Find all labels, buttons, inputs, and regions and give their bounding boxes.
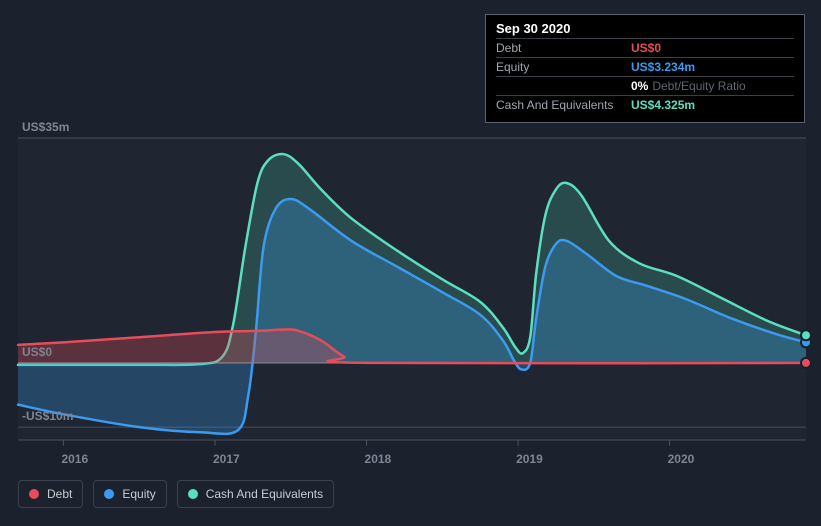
legend-item-equity[interactable]: Equity	[93, 480, 166, 508]
tooltip-row-debt: Debt US$0	[496, 38, 794, 57]
tooltip-date: Sep 30 2020	[496, 21, 794, 36]
legend-swatch-equity	[104, 489, 114, 499]
legend-label: Equity	[122, 487, 155, 501]
chart-tooltip: Sep 30 2020 Debt US$0 Equity US$3.234m 0…	[485, 14, 805, 123]
x-axis-tick-label: 2018	[365, 452, 392, 466]
x-axis-tick-label: 2016	[61, 452, 88, 466]
tooltip-row-cash: Cash And Equivalents US$4.325m	[496, 95, 794, 114]
tooltip-row-ratio: 0%Debt/Equity Ratio	[496, 76, 794, 95]
legend-label: Cash And Equivalents	[206, 487, 323, 501]
legend-item-cash[interactable]: Cash And Equivalents	[177, 480, 334, 508]
x-axis-tick-label: 2019	[516, 452, 543, 466]
legend-swatch-cash	[188, 489, 198, 499]
x-axis-tick-label: 2017	[213, 452, 240, 466]
tooltip-label: Equity	[496, 60, 631, 74]
legend-swatch-debt	[29, 489, 39, 499]
tooltip-label: Cash And Equivalents	[496, 98, 631, 112]
legend-label: Debt	[47, 487, 72, 501]
chart-container: US$35m US$0 -US$10m 2016 2017 2018 2019 2020 S…	[0, 0, 821, 526]
y-axis-tick-label: US$35m	[22, 120, 69, 134]
tooltip-label: Debt	[496, 41, 631, 55]
tooltip-value: US$3.234m	[631, 60, 695, 74]
x-axis-tick-label: 2020	[668, 452, 695, 466]
chart-legend: Debt Equity Cash And Equivalents	[18, 480, 334, 508]
y-axis-tick-label: -US$10m	[22, 409, 73, 423]
y-axis-tick-label: US$0	[22, 345, 52, 359]
tooltip-value: US$0	[631, 41, 661, 55]
tooltip-label-blank	[496, 79, 631, 93]
tooltip-value: US$4.325m	[631, 98, 695, 112]
tooltip-ratio: 0%Debt/Equity Ratio	[631, 79, 746, 93]
tooltip-row-equity: Equity US$3.234m	[496, 57, 794, 76]
legend-item-debt[interactable]: Debt	[18, 480, 83, 508]
